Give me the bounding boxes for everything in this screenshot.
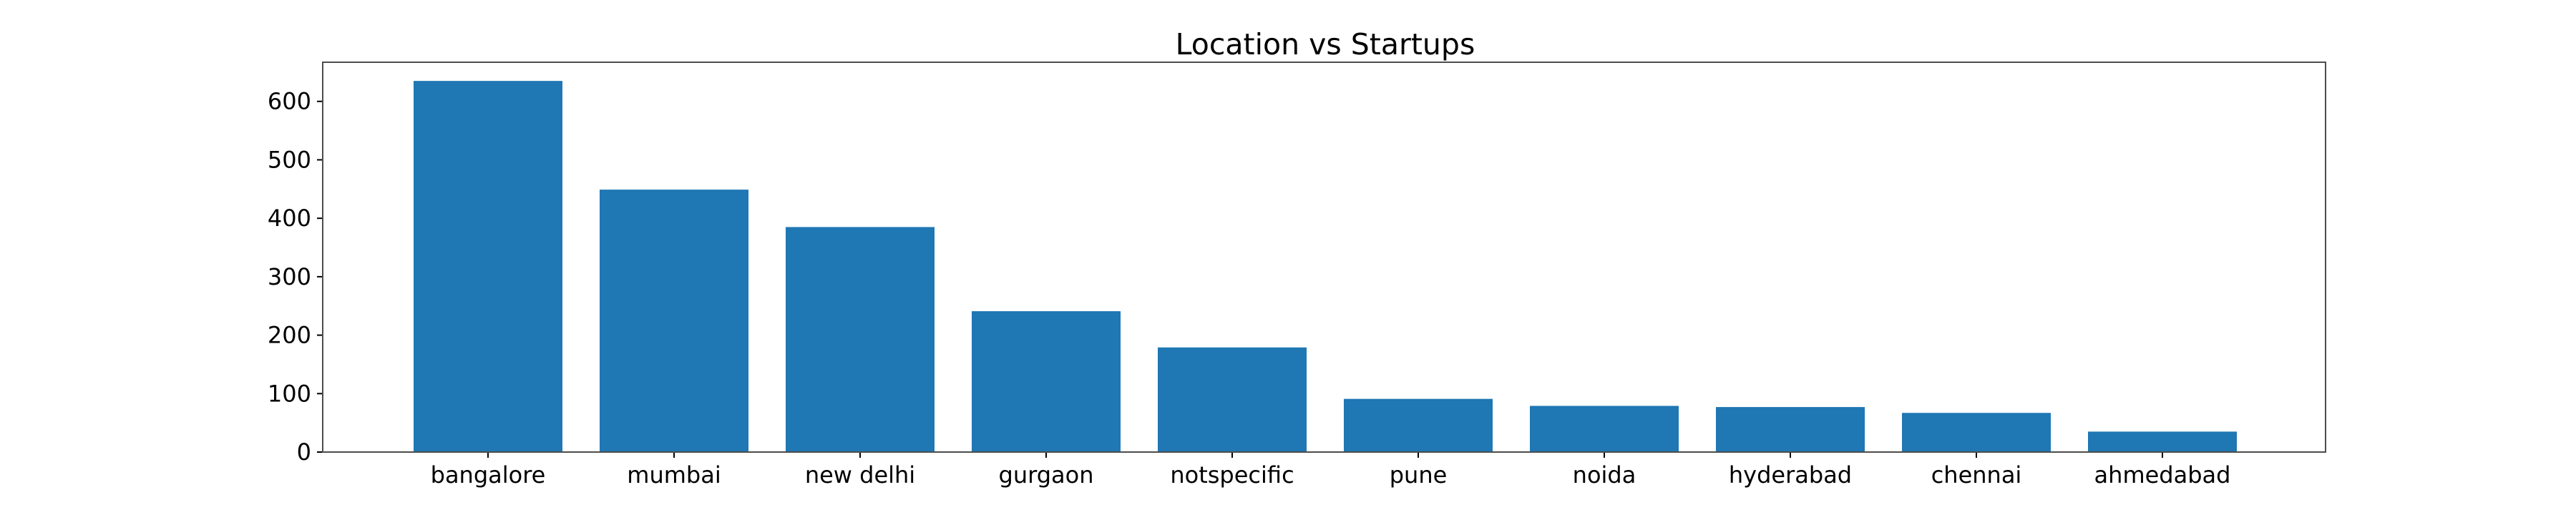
x-tick-label: ahmedabad	[2094, 461, 2231, 489]
chart-title: Location vs Startups	[1176, 27, 1475, 62]
bar-pune	[1344, 398, 1493, 452]
x-tick-label: gurgaon	[999, 461, 1094, 489]
bar-mumbai	[600, 190, 748, 452]
x-tick-label: pune	[1390, 461, 1448, 489]
bar-hyderabad	[1716, 407, 1865, 452]
x-tick-label: mumbai	[627, 461, 721, 489]
x-tick-label: bangalore	[431, 461, 546, 489]
x-axis: bangalore mumbai new delhi gurgaon notspecif…	[431, 452, 2231, 489]
x-tick-label: notspecific	[1170, 461, 1294, 489]
bars-group	[414, 81, 2237, 453]
bar-noida	[1530, 406, 1679, 452]
y-axis: 0 100 200 300 400 500 600	[268, 88, 323, 466]
bar-notspecific	[1158, 347, 1307, 452]
x-tick-label: hyderabad	[1729, 461, 1852, 489]
y-tick-label: 600	[268, 88, 311, 115]
bar-chennai	[1902, 413, 2051, 452]
y-tick-label: 300	[268, 263, 311, 290]
x-tick-label: chennai	[1931, 461, 2022, 489]
x-tick-label: noida	[1573, 461, 1636, 489]
y-tick-label: 500	[268, 146, 311, 173]
bar-ahmedabad	[2088, 431, 2237, 452]
y-tick-label: 400	[268, 205, 311, 232]
y-tick-label: 100	[268, 380, 311, 407]
y-tick-label: 200	[268, 322, 311, 349]
bar-new-delhi	[786, 227, 935, 452]
bar-gurgaon	[972, 311, 1121, 452]
bar-bangalore	[414, 81, 562, 453]
x-tick-label: new delhi	[805, 461, 915, 489]
plot-frame	[322, 62, 2326, 453]
y-tick-label: 0	[297, 438, 311, 466]
